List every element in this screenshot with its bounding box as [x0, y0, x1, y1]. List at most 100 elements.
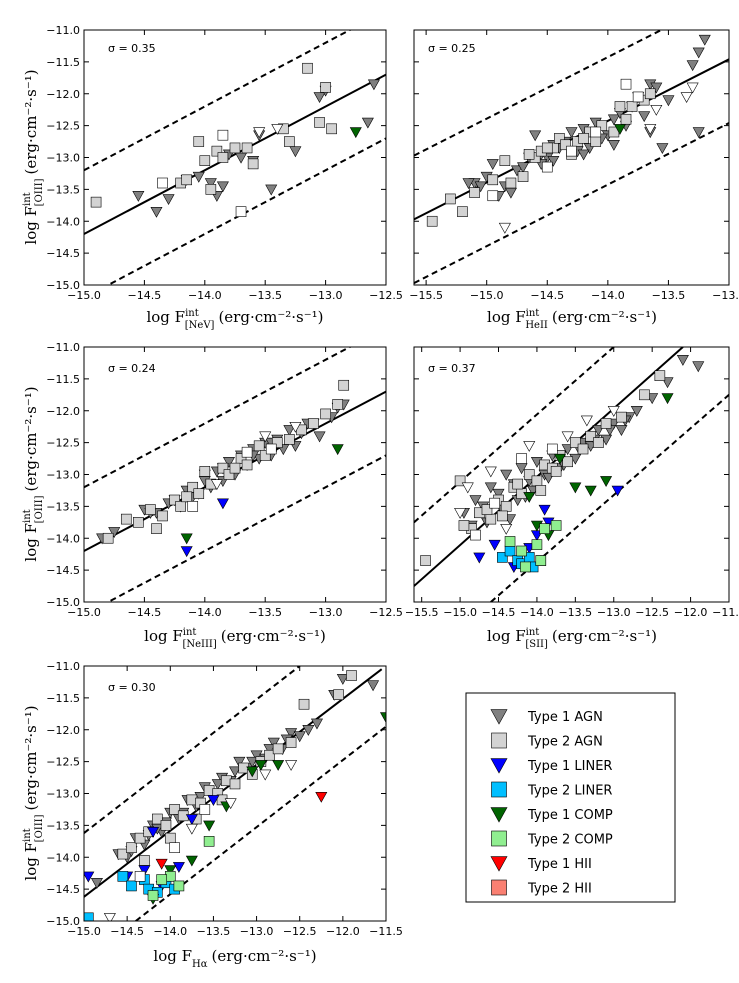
x-tick-label: −12.5	[283, 925, 317, 938]
x-tick-label: −13.5	[248, 606, 282, 619]
point-type-1-agn	[293, 731, 306, 743]
y-axis-label-main: log F	[22, 842, 40, 881]
point-type-2-agn	[639, 389, 650, 401]
legend-label: Type 1 LINER	[527, 759, 612, 774]
point-type-2-agn	[217, 152, 229, 163]
point-type-2-agn	[590, 136, 602, 147]
point-open-square	[199, 804, 211, 815]
x-axis-label-sub: HeII	[525, 320, 548, 331]
point-type-2-agn	[600, 418, 612, 429]
y-axis-label-sup: int	[22, 192, 33, 206]
point-type-1-agn	[500, 469, 513, 481]
point-type-2-agn	[578, 133, 589, 144]
point-type-2-liner	[497, 552, 508, 563]
point-type-2-agn	[264, 749, 275, 761]
point-type-2-agn	[117, 848, 129, 860]
point-open-triangle	[210, 479, 223, 491]
x-tick-label: −15.5	[409, 289, 443, 302]
point-type-1-agn	[462, 178, 475, 190]
point-type-2-agn	[445, 193, 456, 205]
point-type-2-agn	[616, 411, 627, 423]
point-type-1-agn	[656, 143, 669, 155]
legend-label: Type 2 HII	[527, 882, 592, 897]
x-axis-label-sup: int	[526, 627, 540, 638]
point-type-2-agn	[199, 466, 211, 477]
point-type-1-agn	[235, 152, 248, 164]
y-tick-label: −14.5	[46, 247, 80, 260]
point-type-1-comp	[272, 760, 285, 771]
y-tick-label: −15.0	[46, 596, 80, 609]
point-type-2-agn	[535, 485, 547, 496]
point-type-2-agn	[247, 158, 259, 170]
point-type-2-agn	[458, 520, 470, 531]
legend-label: Type 1 HII	[527, 857, 592, 872]
point-type-1-agn	[313, 431, 326, 443]
point-type-2-agn	[593, 437, 604, 448]
x-axis-label: log Fint [NeV] (erg·cm⁻²·s⁻¹)	[146, 308, 323, 331]
point-type-2-liner	[117, 871, 129, 882]
point-open-triangle	[253, 127, 266, 139]
legend-marker-square	[491, 830, 507, 847]
point-type-1-agn	[162, 194, 175, 206]
point-type-1-comp	[180, 533, 193, 545]
legend-label: Type 1 AGN	[527, 710, 603, 725]
y-tick-label: −13.5	[46, 500, 80, 513]
legend-entry: Type 1 AGN	[490, 709, 603, 725]
y-tick-label: −11.5	[46, 692, 80, 705]
legend-entry: Type 2 HII	[491, 879, 592, 897]
point-type-1-agn	[228, 766, 242, 778]
point-type-2-agn	[211, 145, 223, 157]
point-type-2-agn	[181, 491, 192, 503]
y-axis-label-sub: [OIII]	[34, 495, 45, 523]
point-type-2-agn	[253, 440, 265, 452]
point-type-2-comp	[516, 545, 527, 557]
point-type-2-agn	[499, 155, 511, 166]
x-tick-label: −14.0	[188, 289, 222, 302]
x-tick-label: −13.0	[597, 606, 631, 619]
legend-marker-square	[491, 879, 507, 896]
point-open-square	[217, 129, 229, 141]
point-open-triangle	[259, 769, 272, 781]
legend-label: Type 1 COMP	[527, 808, 613, 823]
point-type-1-agn	[686, 60, 699, 72]
y-tick-label: −11.0	[46, 660, 80, 673]
point-type-2-agn	[235, 453, 247, 464]
point-type-2-agn	[531, 475, 543, 487]
point-type-2-agn	[626, 101, 638, 112]
x-axis-label-sub: [NeIII]	[182, 639, 216, 650]
point-type-1-agn	[361, 117, 374, 129]
point-open-triangle	[461, 482, 474, 494]
y-axis-label-sub: [OIII]	[34, 814, 45, 842]
point-open-triangle	[686, 82, 699, 94]
point-type-1-agn	[517, 162, 530, 174]
point-type-2-agn	[454, 475, 466, 487]
point-open-square	[516, 453, 527, 464]
upper-bound-line	[84, 666, 301, 834]
point-type-2-agn	[187, 481, 199, 493]
legend-entry: Type 2 AGN	[491, 732, 603, 750]
point-type-1-comp	[613, 124, 626, 135]
point-type-2-agn	[160, 820, 172, 831]
point-type-1-agn	[283, 425, 296, 436]
point-type-2-agn	[485, 513, 497, 525]
point-type-2-agn	[139, 855, 150, 866]
y-tick-label: −13.0	[46, 152, 80, 165]
x-axis-label-units: (erg·cm⁻²·s⁻¹)	[221, 627, 326, 645]
point-type-2-agn	[333, 689, 344, 700]
point-open-triangle	[500, 523, 513, 535]
legend-entries: Type 1 AGN Type 2 AGN Type 1 LINER Type 2 L…	[490, 709, 613, 897]
point-type-2-agn	[420, 555, 431, 566]
point-open-triangle	[561, 431, 574, 443]
y-ticks: −15.0 −14.5 −14.0 −13.5 −13.0 −12.5 −12.0 −11.5…	[46, 341, 386, 609]
point-type-2-agn	[554, 133, 565, 144]
point-type-1-agn	[676, 355, 689, 366]
point-type-2-agn	[90, 196, 102, 208]
point-type-2-agn	[320, 408, 331, 420]
x-tick-label: −14.0	[188, 606, 222, 619]
point-type-2-agn	[134, 832, 146, 844]
point-type-2-agn	[102, 532, 114, 544]
point-type-2-agn	[298, 698, 310, 710]
point-type-1-hii	[155, 858, 168, 870]
y-tick-label: −15.0	[46, 915, 80, 928]
